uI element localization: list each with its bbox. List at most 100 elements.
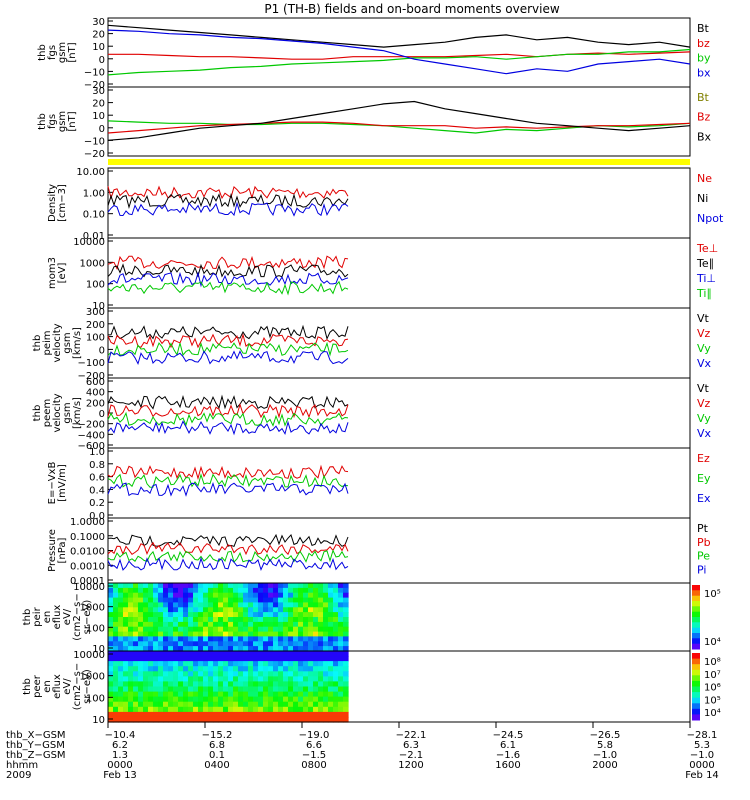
spectrogram-cell — [128, 661, 134, 667]
spectrogram-cell — [313, 711, 319, 718]
spectrogram-cell — [183, 696, 189, 703]
spectrogram-cell — [303, 612, 309, 618]
spectrogram-cell — [268, 631, 274, 638]
spectrogram-cell — [288, 696, 294, 703]
y-axis-label: [nPa] — [57, 537, 68, 563]
spectrogram-cell — [118, 711, 124, 718]
spectrogram-cell — [238, 602, 244, 608]
spectrogram-cell — [198, 661, 204, 667]
y-tick-label: −10 — [84, 136, 105, 147]
x-row-label: thb_Y−GSM — [6, 740, 65, 751]
spectrogram-cell — [238, 666, 244, 672]
spectrogram-cell — [308, 607, 314, 613]
series-line — [108, 51, 691, 60]
colorbar-cell — [692, 585, 700, 591]
spectrogram-cell — [233, 636, 239, 642]
spectrogram-cell — [188, 617, 194, 623]
spectrogram-cell — [223, 602, 229, 608]
spectrogram-cell — [308, 661, 314, 667]
spectrogram-cell — [333, 592, 339, 599]
spectrogram-cell — [228, 597, 234, 604]
x-tick-label: −1.0 — [690, 750, 714, 761]
spectrogram-cell — [268, 706, 274, 713]
spectrogram-cell — [248, 671, 254, 677]
spectrogram-cell — [238, 671, 244, 677]
spectrogram-cell — [163, 681, 169, 688]
spectrogram-cell — [318, 626, 324, 633]
spectrogram-cell — [128, 691, 134, 698]
spectrogram-cell — [168, 607, 174, 613]
spectrogram-cell — [198, 696, 204, 703]
spectrogram-cell — [133, 626, 139, 633]
spectrogram-cell — [323, 631, 329, 638]
spectrogram-cell — [138, 631, 144, 638]
spectrogram-cell — [123, 676, 129, 683]
colorbar-cell — [692, 664, 700, 671]
spectrogram-cell — [158, 696, 164, 703]
legend-entry: Bx — [697, 130, 712, 143]
spectrogram-cell — [163, 587, 169, 594]
spectrogram-cell — [148, 612, 154, 618]
spectrogram-cell — [183, 646, 189, 652]
spectrogram-cell — [128, 641, 134, 647]
spectrogram-cell — [333, 621, 339, 628]
spectrogram-cell — [233, 676, 239, 683]
spectrogram-cell — [208, 701, 214, 708]
spectrogram-cell — [238, 686, 244, 693]
spectrogram-cell — [248, 681, 254, 688]
spectrogram-cell — [343, 612, 349, 618]
spectrogram-cell — [188, 666, 194, 672]
spectrogram-cell — [223, 716, 229, 723]
spectrogram-cell — [128, 651, 134, 657]
spectrogram-cell — [298, 631, 304, 638]
spectrogram-cell — [298, 621, 304, 628]
spectrogram-cell — [328, 612, 334, 618]
spectrogram-cell — [203, 617, 209, 623]
spectrogram-cell — [313, 597, 319, 604]
spectrogram-cell — [168, 686, 174, 693]
spectrogram-cell — [183, 587, 189, 594]
spectrogram-cell — [333, 716, 339, 723]
spectrogram-cell — [183, 626, 189, 633]
colorbar-tick-label: 10⁶ — [704, 683, 721, 694]
spectrogram-cell — [173, 626, 179, 633]
spectrogram-cell — [213, 706, 219, 713]
x-tick-label: −19.0 — [299, 730, 330, 741]
spectrogram-cell — [298, 592, 304, 599]
y-tick-label: 100 — [86, 623, 105, 634]
spectrogram-cell — [333, 636, 339, 642]
spectrogram-cell — [113, 587, 119, 594]
y-axis-label: gsm — [62, 402, 73, 423]
spectrogram-cell — [133, 607, 139, 613]
spectrogram-cell — [163, 696, 169, 703]
spectrogram-cell — [278, 661, 284, 667]
spectrogram-cell — [193, 681, 199, 688]
spectrogram-cell — [173, 671, 179, 677]
colorbar-tick-label: 10⁵ — [704, 589, 721, 600]
spectrogram-cell — [258, 661, 264, 667]
spectrogram-cell — [293, 607, 299, 613]
spectrogram-cell — [148, 711, 154, 718]
spectrogram-cell — [173, 612, 179, 618]
spectrogram-cell — [313, 636, 319, 642]
spectrogram-cell — [228, 612, 234, 618]
y-tick-label: 10000 — [73, 237, 105, 248]
spectrogram-cell — [183, 597, 189, 604]
spectrogram-cell — [168, 636, 174, 642]
spectrogram-cell — [173, 716, 179, 723]
y-tick-label: 10000 — [73, 582, 105, 593]
legend-entry: Ni — [697, 192, 708, 205]
spectrogram-cell — [113, 602, 119, 608]
x-tick-label: Feb 13 — [103, 770, 137, 781]
spectrogram-cell — [258, 676, 264, 683]
spectrogram-cell — [218, 612, 224, 618]
colorbar-tick-label: 10⁸ — [704, 657, 721, 668]
colorbar-cell — [692, 697, 700, 704]
series-line — [107, 185, 349, 200]
spectrogram-cell — [208, 646, 214, 652]
spectrogram-cell — [183, 651, 189, 657]
spectrogram-cell — [188, 716, 194, 723]
spectrogram-cell — [288, 583, 294, 589]
spectrogram-cell — [333, 617, 339, 623]
spectrogram-cell — [213, 612, 219, 618]
